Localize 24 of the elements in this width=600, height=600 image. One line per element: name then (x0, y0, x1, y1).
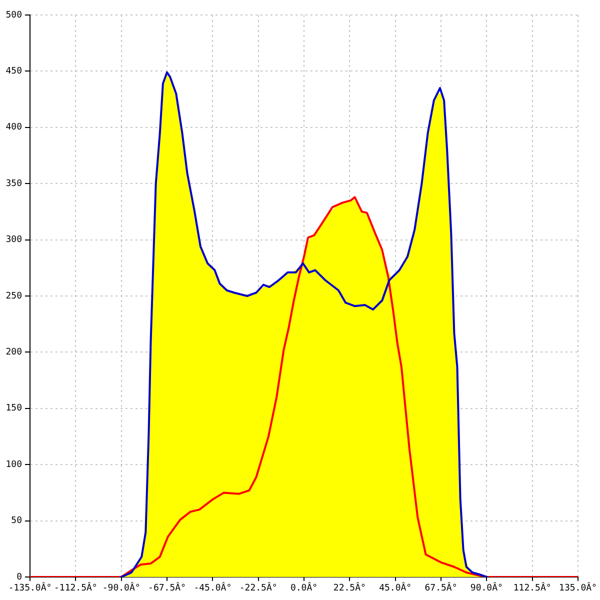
y-tick-label: 50 (11, 516, 22, 526)
y-tick-label: 350 (6, 178, 22, 189)
x-tick-label: -22.5Â° (239, 582, 278, 594)
y-tick-label: 450 (6, 66, 22, 77)
x-tick-label: 135.0Â° (559, 582, 597, 594)
y-tick-label: 200 (6, 348, 22, 358)
x-tick-label: 22.5Â° (333, 582, 366, 594)
x-tick-label: -112.5Â° (54, 582, 98, 594)
y-tick-label: 400 (6, 122, 22, 133)
y-tick-label: 500 (6, 10, 22, 20)
x-tick-label: 90.0Â° (470, 582, 503, 594)
x-tick-label: -45.0Â° (194, 582, 232, 594)
y-tick-label: 150 (6, 404, 22, 414)
x-tick-label: -90.0Â° (102, 582, 140, 594)
x-tick-label: -135.0Â° (8, 582, 52, 594)
x-tick-label: 45.0Â° (379, 582, 412, 594)
x-tick-label: 67.5Â° (424, 582, 458, 594)
x-tick-label: 0.0Â° (290, 582, 318, 594)
x-tick-label: -67.5Â° (148, 582, 186, 594)
y-tick-label: 0 (16, 572, 22, 582)
y-tick-label: 300 (6, 235, 22, 246)
y-tick-label: 250 (6, 291, 22, 302)
x-tick-label: 112.5Â° (513, 582, 552, 594)
y-tick-label: 100 (6, 460, 22, 470)
